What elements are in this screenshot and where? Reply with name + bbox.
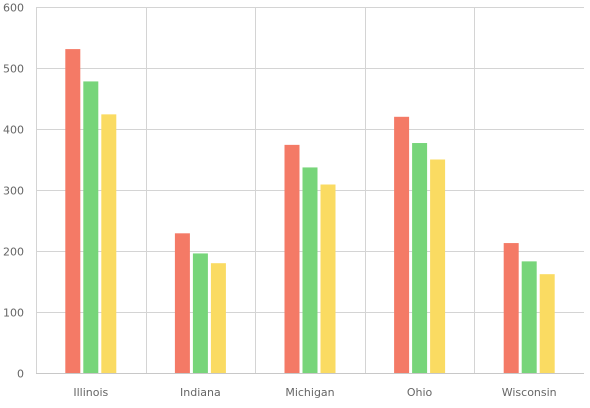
bar-illinois-series-2[interactable] [83,81,99,374]
bar-ohio-series-1[interactable] [394,116,410,374]
bar-michigan-series-1[interactable] [284,144,300,373]
y-tick-label: 600 [3,2,24,15]
y-tick-label: 500 [3,63,24,76]
bar-michigan-series-2[interactable] [302,167,318,373]
x-tick-label: Michigan [285,386,334,399]
bar-ohio-series-2[interactable] [412,143,428,373]
bar-indiana-series-2[interactable] [192,253,208,373]
bar-wisconsin-series-2[interactable] [521,261,537,373]
bar-wisconsin-series-3[interactable] [539,274,555,373]
x-tick-label: Wisconsin [502,386,557,399]
x-tick-label: Ohio [407,386,433,399]
labels-layer: 0 100 200 300 400 500 600 Illinois Indiana Michig… [3,2,557,400]
grid-layer [36,7,584,373]
y-tick-label: 0 [17,368,24,381]
bar-wisconsin-series-1[interactable] [503,243,519,373]
bar-indiana-series-3[interactable] [210,263,226,373]
y-tick-label: 300 [3,185,24,198]
y-tick-label: 400 [3,124,24,137]
bar-indiana-series-1[interactable] [174,233,190,373]
bar-michigan-series-3[interactable] [320,184,336,373]
bar-illinois-series-3[interactable] [101,114,117,374]
bar-ohio-series-3[interactable] [430,159,446,374]
y-tick-label: 100 [3,307,24,320]
y-tick-label: 200 [3,246,24,259]
x-tick-label: Illinois [73,386,108,399]
bar-illinois-series-1[interactable] [65,49,81,374]
x-tick-label: Indiana [180,386,221,399]
bars-layer [65,49,555,374]
